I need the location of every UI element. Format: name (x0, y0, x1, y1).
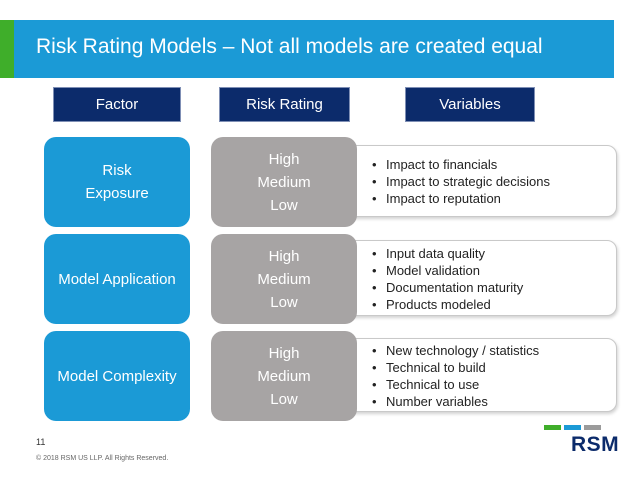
factor-label-line2: Exposure (85, 185, 149, 202)
variable-item: Model validation (344, 262, 616, 279)
variable-item: Impact to strategic decisions (344, 173, 616, 190)
title-bar (0, 20, 614, 78)
rating-high: High (268, 150, 300, 168)
slide-title: Risk Rating Models – Not all models are … (36, 35, 543, 58)
rating-high: High (268, 247, 300, 265)
factor-label-line1: Model Application (58, 270, 176, 288)
rating-box-risk-exposure: High Medium Low (211, 137, 357, 227)
variables-header: Variables (405, 87, 535, 122)
variables-box-risk-exposure: Impact to financials Impact to strategic… (343, 145, 617, 217)
rating-box-model-application: High Medium Low (211, 234, 357, 324)
variable-item: Input data quality (344, 245, 616, 262)
variable-item: Number variables (344, 393, 616, 410)
variables-box-model-application: Input data quality Model validation Docu… (343, 240, 617, 316)
rating-low: Low (270, 293, 298, 311)
variable-item: Impact to reputation (344, 190, 616, 207)
page-number: 11 (36, 437, 46, 447)
variable-item: Technical to build (344, 359, 616, 376)
rating-medium: Medium (257, 173, 311, 191)
rsm-logo: RSM (544, 425, 619, 461)
title-accent-bar (0, 20, 14, 78)
logo-bar-green (544, 425, 561, 430)
rating-medium: Medium (257, 367, 311, 385)
logo-bar-gray (584, 425, 601, 430)
variable-item: Documentation maturity (344, 279, 616, 296)
factor-label-line1: Model Complexity (57, 367, 177, 385)
factor-model-complexity: Model Complexity (44, 331, 190, 421)
rating-low: Low (270, 196, 298, 214)
variable-item: Technical to use (344, 376, 616, 393)
variable-item: Products modeled (344, 296, 616, 313)
factor-header: Factor (53, 87, 181, 122)
factor-model-application: Model Application (44, 234, 190, 324)
factor-risk-exposure: Risk Exposure (44, 137, 190, 227)
logo-text: RSM (571, 433, 620, 456)
copyright-notice: © 2018 RSM US LLP. All Rights Reserved. (36, 455, 169, 462)
rating-high: High (268, 344, 300, 362)
risk-rating-header: Risk Rating (219, 87, 350, 122)
factor-label-line1: Risk (102, 162, 132, 179)
rating-box-model-complexity: High Medium Low (211, 331, 357, 421)
logo-bar-blue (564, 425, 581, 430)
variables-box-model-complexity: New technology / statistics Technical to… (343, 338, 617, 412)
rating-low: Low (270, 390, 298, 408)
variable-item: Impact to financials (344, 156, 616, 173)
variable-item: New technology / statistics (344, 342, 616, 359)
rating-medium: Medium (257, 270, 311, 288)
